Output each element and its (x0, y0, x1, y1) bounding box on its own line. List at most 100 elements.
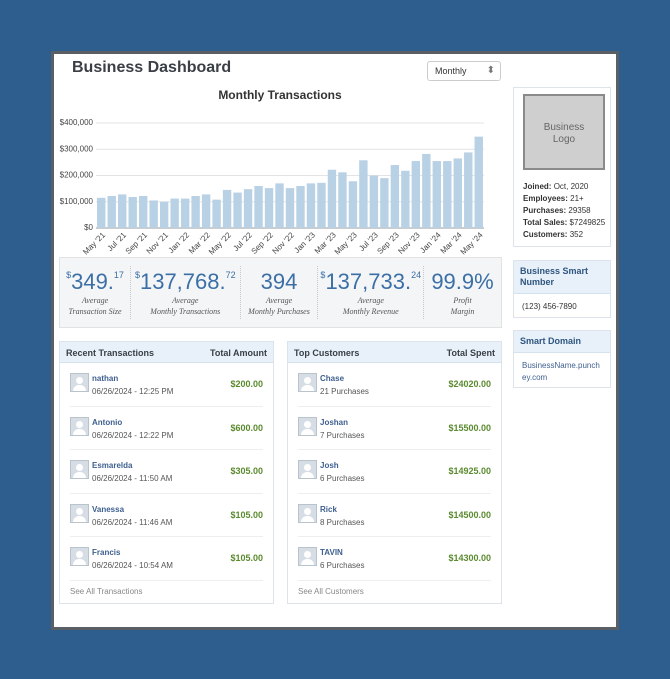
domain-link[interactable]: BusinessName.punchey.com (522, 361, 600, 382)
bar (285, 188, 295, 228)
bar (180, 198, 190, 228)
row-name[interactable]: Joshan (320, 417, 349, 427)
see-all-link[interactable]: See All Transactions (70, 586, 143, 596)
profile-field: Employees: 21+ (523, 193, 605, 205)
x-tick-label: Nov '23 (396, 230, 422, 256)
stat-caption: Transaction Size (68, 307, 122, 316)
row-amount: $600.00 (230, 422, 263, 433)
stat-caption: Monthly Purchases (248, 307, 310, 316)
row-detail: 6 Purchases (320, 474, 365, 483)
stat-value: $137,733.24 (318, 269, 423, 295)
stat-caption: Average (265, 296, 293, 305)
table-header: Top Customers Total Spent (288, 342, 501, 363)
stat-value: $349.17 (60, 269, 130, 295)
x-tick-label: May '23 (333, 230, 359, 256)
bar (411, 161, 421, 228)
table-row: TAVIN 6 Purchases $14300.00 (298, 537, 491, 581)
row-name[interactable]: Josh (320, 461, 339, 470)
bar (201, 194, 211, 228)
period-select[interactable]: Monthly (427, 61, 501, 81)
amount: 137,733. (325, 269, 412, 294)
bar (107, 195, 116, 228)
table-row: Esmarelda 06/26/2024 - 11:50 AM $305.00 (70, 450, 263, 494)
table-title: Recent Transactions (66, 348, 155, 358)
table-row: Francis 06/26/2024 - 10:54 AM $105.00 (70, 537, 263, 581)
amount: 137,768. (139, 269, 226, 294)
field-label: Employees: (523, 194, 568, 203)
field-value: 352 (569, 230, 584, 239)
x-tick-label: May '22 (207, 230, 233, 256)
bar (233, 192, 242, 228)
column-title: Total Amount (210, 348, 267, 358)
row-name[interactable]: Francis (92, 548, 121, 557)
see-all-link[interactable]: See All Customers (298, 586, 364, 596)
avatar (70, 460, 89, 479)
profile-field: Joined: Oct, 2020 (523, 181, 605, 193)
row-detail: 21 Purchases (320, 387, 369, 396)
bar (306, 183, 316, 228)
phone-card: Business Smart Number (123) 456-7890 (513, 260, 611, 318)
stat-caption: Margin (450, 307, 475, 316)
row-name[interactable]: Chase (320, 374, 345, 383)
x-tick-label: Nov '21 (145, 230, 171, 256)
y-tick-label: $0 (84, 223, 93, 232)
bar (317, 182, 326, 228)
currency: $ (320, 270, 326, 280)
bar (327, 169, 337, 228)
profile-fields: Joined: Oct, 2020 Employees: 21+ Purchases… (523, 181, 605, 241)
y-tick-label: $200,000 (60, 171, 94, 180)
row-name[interactable]: Antonio (92, 417, 123, 427)
row-detail: 6 Purchases (320, 561, 365, 570)
field-value: $7249825 (569, 218, 606, 227)
page-title: Business Dashboard (72, 59, 232, 76)
currency: $ (134, 270, 140, 280)
bar (138, 195, 148, 228)
field-value: 29358 (568, 206, 591, 215)
stat-caption: Monthly Transactions (150, 307, 221, 316)
bar (348, 181, 358, 228)
table-row: Rick 8 Purchases $14500.00 (298, 494, 491, 537)
row-amount: $14500.00 (448, 509, 491, 520)
bar (474, 136, 483, 228)
top-customers: Top Customers Total Spent Chase 21 Purchase… (287, 341, 502, 604)
avatar (70, 373, 89, 392)
x-tick-label: Sep '22 (250, 230, 276, 256)
avatar (298, 416, 317, 436)
avatar (298, 373, 317, 392)
x-tick-label: Sep '23 (375, 230, 401, 256)
stat-caption: Average (172, 296, 199, 305)
field-label: Customers: (523, 230, 568, 239)
field-label: Total Sales: (523, 218, 568, 227)
card-header: Business Smart Number (514, 261, 610, 294)
bar (422, 153, 431, 228)
amount: 99.9% (431, 269, 494, 294)
bar (97, 197, 106, 228)
avatar (70, 416, 89, 436)
row-amount: $14925.00 (448, 466, 491, 476)
stat: 99.9% Profit Margin (424, 266, 501, 319)
bar (191, 195, 200, 228)
currency: $ (66, 270, 72, 280)
row-amount: $105.00 (230, 553, 263, 563)
row-amount: $24020.00 (448, 379, 491, 389)
bar (432, 161, 442, 228)
bar (264, 188, 274, 228)
row-detail: 06/26/2024 - 11:46 AM (92, 517, 173, 527)
bar (212, 199, 221, 228)
profile-field: Total Sales: $7249825 (523, 217, 605, 229)
bar (118, 194, 127, 228)
row-name[interactable]: Vanessa (92, 504, 125, 514)
stat-value: 99.9% (424, 269, 501, 295)
bar (359, 160, 368, 228)
table-row: nathan 06/26/2024 - 12:25 PM $200.00 (70, 363, 263, 407)
bar (275, 183, 284, 228)
avatar (298, 547, 317, 566)
row-name[interactable]: Esmarelda (92, 461, 133, 470)
row-name[interactable]: nathan (92, 374, 119, 383)
field-label: Joined: (523, 182, 552, 191)
row-name[interactable]: TAVIN (320, 548, 343, 557)
bar (159, 201, 169, 228)
row-amount: $14300.00 (448, 553, 491, 563)
row-name[interactable]: Rick (320, 504, 337, 514)
